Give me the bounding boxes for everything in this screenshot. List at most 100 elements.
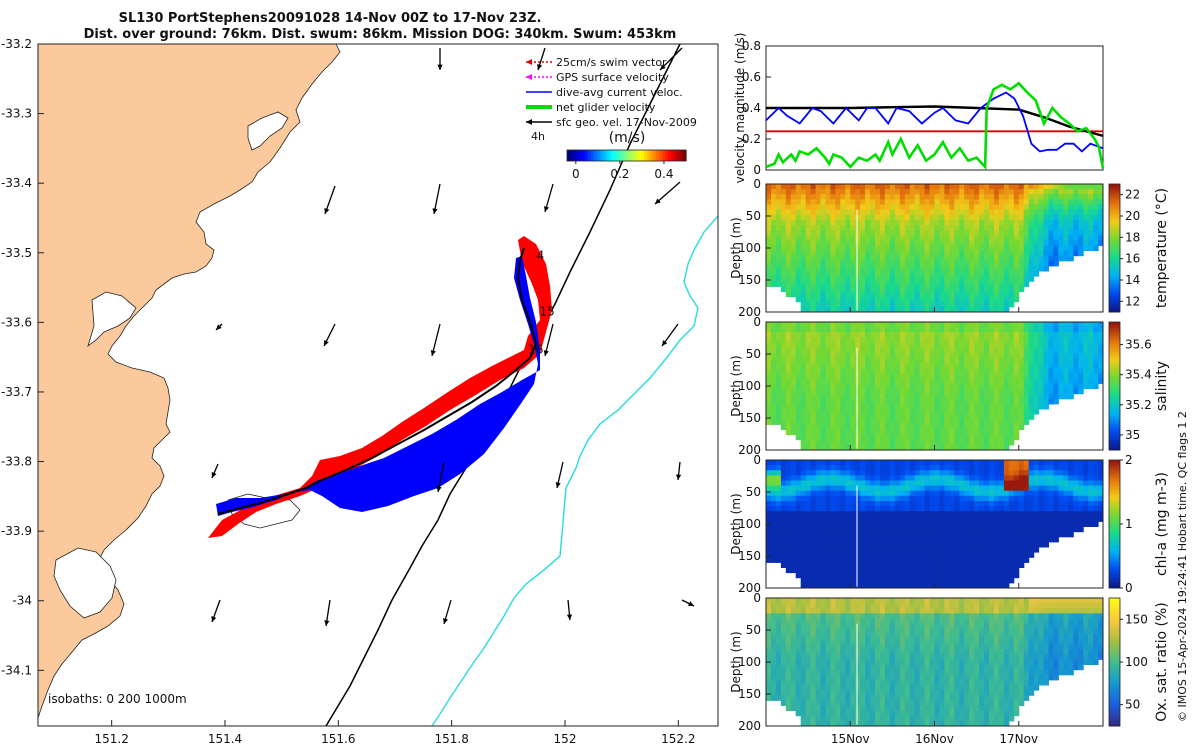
section-cell (830, 521, 836, 527)
section-cell (870, 342, 876, 349)
section-cell (835, 322, 841, 328)
section-cell (800, 332, 807, 338)
section-cell (766, 199, 772, 205)
section-cell (959, 230, 965, 236)
section-cell (805, 552, 812, 558)
section-cell (1003, 194, 1010, 200)
section-cell (1043, 393, 1049, 400)
section-cell (800, 347, 807, 354)
section-cell (830, 460, 836, 466)
section-cell (924, 184, 931, 190)
section-cell (1098, 357, 1104, 364)
section-cell (855, 393, 861, 400)
section-cell (1048, 388, 1054, 395)
section-cell (1053, 337, 1059, 343)
section-cell (989, 475, 995, 481)
section-cell (969, 409, 975, 415)
section-cell (979, 388, 985, 395)
map-y-tick-label: -33.8 (1, 455, 32, 469)
section-cell (959, 332, 965, 338)
section-cell (974, 276, 980, 282)
section-cell (1068, 184, 1074, 190)
section-cell (914, 260, 921, 267)
section-cell (1013, 516, 1020, 522)
section-cell (924, 194, 931, 200)
section-cell (909, 194, 916, 200)
section-cell (1018, 403, 1025, 410)
section-cell (909, 368, 916, 374)
section-cell (800, 265, 807, 272)
section-cell (865, 357, 871, 364)
surface-velocity-arrow (544, 323, 554, 357)
section-cell (1033, 536, 1040, 543)
section-cell (771, 214, 777, 221)
section-cell (909, 306, 916, 313)
section-cell (959, 547, 965, 553)
section-cell (884, 490, 891, 497)
section-cell (1023, 526, 1030, 533)
section-cell (880, 501, 886, 507)
section-cell (914, 276, 921, 282)
section-cell (1038, 393, 1045, 400)
section-cell (785, 460, 792, 466)
section-cell (924, 465, 931, 471)
section-cell (1093, 506, 1099, 512)
section-cell (1008, 424, 1015, 430)
section-cell (884, 199, 891, 205)
section-cell (998, 557, 1005, 563)
section-cell (1033, 194, 1040, 200)
section-cell (969, 501, 975, 507)
section-cell (964, 286, 970, 292)
section-cell (810, 245, 817, 251)
section-cell (909, 260, 916, 267)
section-cell (1028, 368, 1035, 374)
section-cell (944, 398, 950, 405)
section-cell (884, 403, 891, 410)
section-cell (914, 204, 921, 211)
section-cell (1078, 490, 1084, 497)
section-cell (1093, 337, 1099, 343)
section-cell (850, 296, 856, 303)
section-cell (994, 240, 1000, 246)
section-cell (1008, 184, 1015, 190)
section-cell (989, 536, 995, 543)
section-cell (914, 521, 921, 527)
section-cell (939, 511, 945, 517)
section-cell (989, 465, 995, 471)
section-cell (1088, 373, 1094, 379)
section-cell (924, 322, 931, 328)
section-cell (944, 424, 950, 430)
section-cell (954, 291, 960, 298)
section-cell (959, 245, 965, 251)
section-cell (875, 265, 881, 272)
section-cell (1038, 480, 1045, 487)
section-cell (880, 465, 886, 471)
section-cell (775, 393, 782, 400)
title-line-2: Dist. over ground: 76km. Dist. swum: 86k… (84, 27, 677, 42)
section-cell (780, 250, 787, 257)
section-cell (954, 403, 960, 410)
section-cell (785, 214, 792, 221)
section-cell (771, 230, 777, 236)
section-cell (1068, 490, 1074, 497)
section-cell (1098, 230, 1104, 236)
section-cell (785, 531, 792, 538)
section-cell (830, 501, 836, 507)
section-cell (1058, 219, 1064, 226)
section-cell (766, 639, 772, 645)
section-cell (994, 572, 1000, 579)
section-cell (815, 419, 822, 425)
section-cell (855, 562, 861, 568)
section-cell (875, 403, 881, 410)
section-cell (934, 572, 940, 579)
section-cell (1048, 327, 1054, 333)
section-cell (840, 194, 846, 200)
section-cell (1083, 219, 1089, 226)
section-cell (934, 475, 940, 481)
section-cell (954, 557, 960, 563)
section-cell (815, 388, 822, 395)
section-cell (924, 276, 931, 282)
section-cell (771, 271, 777, 277)
section-cell (800, 567, 807, 574)
section-cell (1088, 506, 1094, 512)
